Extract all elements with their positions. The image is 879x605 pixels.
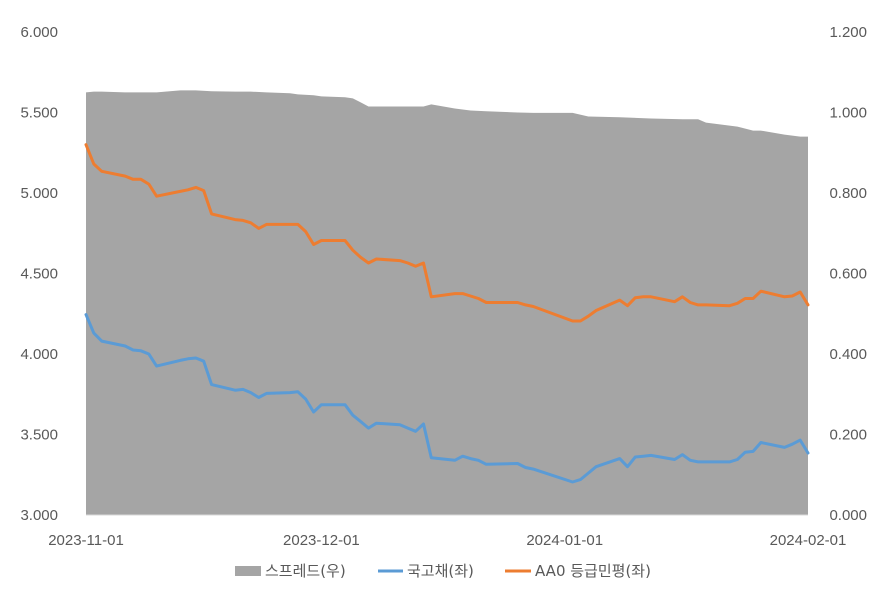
y-left-tick-label: 4.000 bbox=[20, 346, 58, 363]
legend: 스프레드(우) 국고채(좌) AA0 등급민평(좌) bbox=[235, 562, 651, 580]
y-right-tick-label: 0.400 bbox=[829, 346, 867, 363]
y-left-tick-label: 5.000 bbox=[20, 185, 58, 202]
plot-area bbox=[84, 90, 810, 516]
legend-label-aa0: AA0 등급민평(좌) bbox=[535, 562, 651, 580]
y-right-tick-label: 0.800 bbox=[829, 185, 867, 202]
y-left-tick-label: 6.000 bbox=[20, 24, 58, 41]
y-left-tick-label: 5.500 bbox=[20, 105, 58, 122]
y-left-tick-label: 3.000 bbox=[20, 507, 58, 524]
legend-item-spread: 스프레드(우) bbox=[235, 562, 346, 580]
x-axis: 2023-11-01 2023-12-01 2024-01-01 2024-02-01 bbox=[48, 514, 847, 549]
x-tick-label: 2024-02-01 bbox=[770, 532, 847, 549]
legend-item-treasury: 국고채(좌) bbox=[378, 562, 474, 580]
x-tick-label: 2023-11-01 bbox=[48, 532, 124, 549]
series-line-aa0 bbox=[84, 143, 810, 323]
series-line-treasury bbox=[84, 313, 810, 484]
legend-label-spread: 스프레드(우) bbox=[265, 562, 346, 580]
x-tick-label: 2024-01-01 bbox=[526, 532, 603, 549]
y-left-tick-label: 3.500 bbox=[20, 427, 58, 444]
y-right-tick-label: 0.600 bbox=[829, 266, 867, 283]
y-left-tick-label: 4.500 bbox=[20, 266, 58, 283]
y-right-tick-label: 0.000 bbox=[829, 507, 867, 524]
y-right-tick-label: 1.000 bbox=[829, 105, 867, 122]
left-axis: 3.000 3.500 4.000 4.500 5.000 5.500 6.000 bbox=[20, 24, 58, 524]
series-area-spread bbox=[86, 90, 808, 516]
x-tick-label: 2023-12-01 bbox=[283, 532, 360, 549]
y-right-tick-label: 1.200 bbox=[829, 24, 867, 41]
legend-label-treasury: 국고채(좌) bbox=[407, 562, 474, 580]
right-axis: 0.000 0.200 0.400 0.600 0.800 1.000 1.200 bbox=[829, 24, 867, 524]
legend-item-aa0: AA0 등급민평(좌) bbox=[505, 562, 651, 580]
y-right-tick-label: 0.200 bbox=[829, 427, 867, 444]
legend-swatch-spread bbox=[235, 566, 261, 576]
